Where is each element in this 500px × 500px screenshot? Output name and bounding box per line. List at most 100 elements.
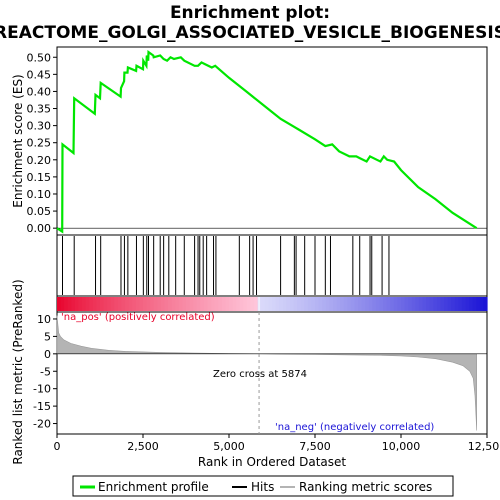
- color-bar-segment: [282, 297, 287, 311]
- color-bar-segment: [451, 297, 456, 311]
- color-bar-segment: [318, 297, 323, 311]
- color-bar-segment: [350, 297, 356, 311]
- color-bar-segment: [218, 297, 223, 311]
- color-bar-segment: [358, 297, 363, 311]
- color-bar-segment: [329, 297, 334, 311]
- color-bar-segment: [168, 297, 173, 311]
- color-bar-segment: [128, 297, 133, 311]
- color-bar-segment: [103, 297, 108, 311]
- color-bar-segment: [325, 297, 330, 311]
- color-bar-segment: [397, 297, 402, 311]
- ranked-metric-area: [56, 312, 487, 434]
- color-bar-segment: [343, 297, 348, 311]
- color-bar-segment: [175, 297, 180, 311]
- x-tick-label: 5,000: [213, 440, 245, 453]
- color-bar-segment: [171, 297, 176, 311]
- color-bar-segment: [444, 297, 449, 311]
- legend-metric-label: Ranking metric scores: [299, 480, 432, 494]
- color-bar-segment: [125, 297, 130, 311]
- color-bar-segment: [311, 297, 316, 311]
- color-bar-segment: [476, 297, 481, 311]
- x-axis-label: Rank in Ordered Dataset: [198, 455, 346, 469]
- color-bar-segment: [461, 297, 467, 311]
- color-bar-segment: [454, 297, 459, 311]
- color-bar-segment: [211, 297, 216, 311]
- enrichment-panel: [56, 46, 488, 236]
- color-bar-segment: [393, 297, 399, 311]
- color-bar-segment: [254, 297, 259, 311]
- color-bar-segment: [121, 297, 126, 311]
- color-bar-segment: [100, 297, 105, 311]
- ranked-y-tick-label: 10: [37, 313, 51, 326]
- color-bar-segment: [203, 297, 209, 311]
- color-bar-segment: [107, 297, 112, 311]
- color-bar-segment: [64, 297, 69, 311]
- enrichment-y-tick-label: 0.15: [27, 171, 52, 184]
- color-bar-segment: [236, 297, 241, 311]
- x-tick-label: 7,500: [299, 440, 331, 453]
- color-bar-segment: [193, 297, 198, 311]
- color-bar-segment: [418, 297, 424, 311]
- color-bar-segment: [186, 297, 191, 311]
- color-bar-segment: [286, 297, 291, 311]
- enrichment-y-tick-label: 0.30: [27, 120, 52, 133]
- color-bar-segment: [361, 297, 366, 311]
- color-bar-segment: [257, 297, 262, 311]
- color-bar-segment: [146, 297, 151, 311]
- color-bar-segment: [275, 297, 280, 311]
- color-bar-segment: [279, 297, 284, 311]
- color-bar-segment: [379, 297, 384, 311]
- color-bar-segment: [153, 297, 158, 311]
- ranked-y-tick-label: -20: [33, 418, 51, 431]
- color-bar-segment: [246, 297, 252, 311]
- color-bar-segment: [261, 297, 266, 311]
- ranking-color-bar: [57, 297, 488, 311]
- color-bar-segment: [200, 297, 205, 311]
- hit-markers: [62, 236, 390, 295]
- legend-box: [72, 475, 454, 497]
- x-tick-label: 0: [54, 440, 61, 453]
- ranked-list-y-axis-label: Ranked list metric (PreRanked): [11, 279, 25, 464]
- color-bar-segment: [447, 297, 452, 311]
- negative-correlation-label: 'na_neg' (negatively correlated): [275, 422, 434, 433]
- color-bar-segment: [196, 297, 201, 311]
- color-bar-segment: [433, 297, 438, 311]
- color-bar-segment: [207, 297, 212, 311]
- color-bar-segment: [243, 297, 248, 311]
- color-bar-segment: [178, 297, 184, 311]
- color-bar-segment: [297, 297, 302, 311]
- color-bar-segment: [372, 297, 377, 311]
- color-bar-segment: [143, 297, 148, 311]
- color-bar-segment: [182, 297, 187, 311]
- enrichment-y-tick-label: 0.50: [27, 51, 52, 64]
- color-bar-segment: [401, 297, 406, 311]
- zero-cross-label: Zero cross at 5874: [213, 369, 307, 380]
- color-bar-segment: [289, 297, 295, 311]
- ranked-y-tick-label: 5: [44, 330, 51, 343]
- enrichment-y-axis-label: Enrichment score (ES): [11, 74, 25, 207]
- color-bar-segment: [469, 297, 474, 311]
- color-bar-segment: [315, 297, 320, 311]
- color-bar-segment: [110, 297, 115, 311]
- color-bar-segment: [408, 297, 413, 311]
- color-bar-segment: [160, 297, 166, 311]
- ranked-y-tick-label: -10: [33, 383, 51, 396]
- color-bar-segment: [272, 297, 277, 311]
- color-bar-segment: [390, 297, 395, 311]
- color-bar-segment: [132, 297, 137, 311]
- color-bar-segment: [322, 297, 327, 311]
- color-bar-segment: [214, 297, 219, 311]
- color-bar-segment: [139, 297, 144, 311]
- x-tick-label: 10,000: [382, 440, 421, 453]
- color-bar-segment: [117, 297, 123, 311]
- color-bar-segment: [57, 297, 62, 311]
- color-bar-segment: [300, 297, 305, 311]
- color-bar-segment: [268, 297, 273, 311]
- color-bar-segment: [232, 297, 237, 311]
- chart-title-line2: REACTOME_GOLGI_ASSOCIATED_VESICLE_BIOGEN…: [0, 23, 500, 43]
- color-bar-segment: [440, 297, 445, 311]
- color-bar-segment: [67, 297, 72, 311]
- color-bar-segment: [150, 297, 155, 311]
